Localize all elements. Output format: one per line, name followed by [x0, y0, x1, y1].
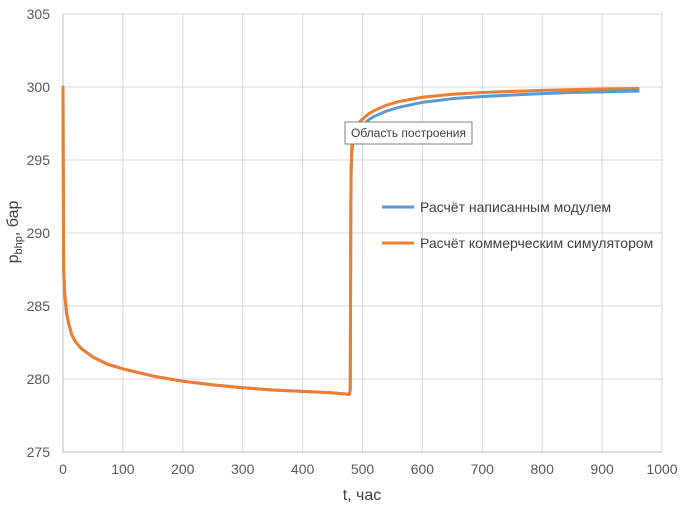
tooltip-box [344, 121, 473, 145]
series-line-1 [61, 85, 640, 396]
x-tick-label: 300 [231, 461, 255, 477]
y-tick-label: 285 [27, 298, 51, 314]
x-tick-label: 900 [590, 461, 614, 477]
x-tick-label: 100 [111, 461, 135, 477]
y-tick-label: 280 [27, 371, 51, 387]
series-lines [61, 85, 640, 396]
legend-item-module: Расчёт написанным модулем [382, 199, 611, 215]
x-tick-label: 1000 [646, 461, 677, 477]
y-tick-label: 275 [27, 444, 51, 460]
tick-labels: 0 100 200 300 400 500 600 700 800 900 1000 275 280 28… [27, 6, 678, 477]
y-tick-label: 290 [27, 225, 51, 241]
tooltip-text: Область построения [351, 126, 466, 140]
y-tick-label: 300 [27, 79, 51, 95]
x-tick-label: 500 [351, 461, 375, 477]
x-tick-label: 600 [411, 461, 435, 477]
plot-area-tooltip: Область построения [344, 121, 473, 145]
legend-label-module: Расчёт написанным модулем [420, 199, 611, 215]
x-tick-label: 200 [171, 461, 195, 477]
x-tick-label: 400 [291, 461, 315, 477]
x-tick-label: 800 [531, 461, 555, 477]
x-tick-label: 700 [471, 461, 495, 477]
y-axis-title-main: p [5, 254, 22, 263]
y-axis-title-suffix: , бар [5, 201, 22, 237]
x-axis-title: t, час [343, 487, 382, 504]
y-axis-title: pbhp, бар [5, 201, 25, 264]
y-tick-label: 305 [27, 6, 51, 22]
legend-label-simulator: Расчёт коммерческим симулятором [420, 235, 653, 251]
x-tick-label: 0 [59, 461, 67, 477]
y-axis-title-sub: bhp [13, 236, 25, 254]
legend: Расчёт написанным модулем Расчёт коммерч… [382, 199, 653, 251]
y-tick-label: 295 [27, 152, 51, 168]
legend-item-simulator: Расчёт коммерческим симулятором [382, 235, 653, 251]
